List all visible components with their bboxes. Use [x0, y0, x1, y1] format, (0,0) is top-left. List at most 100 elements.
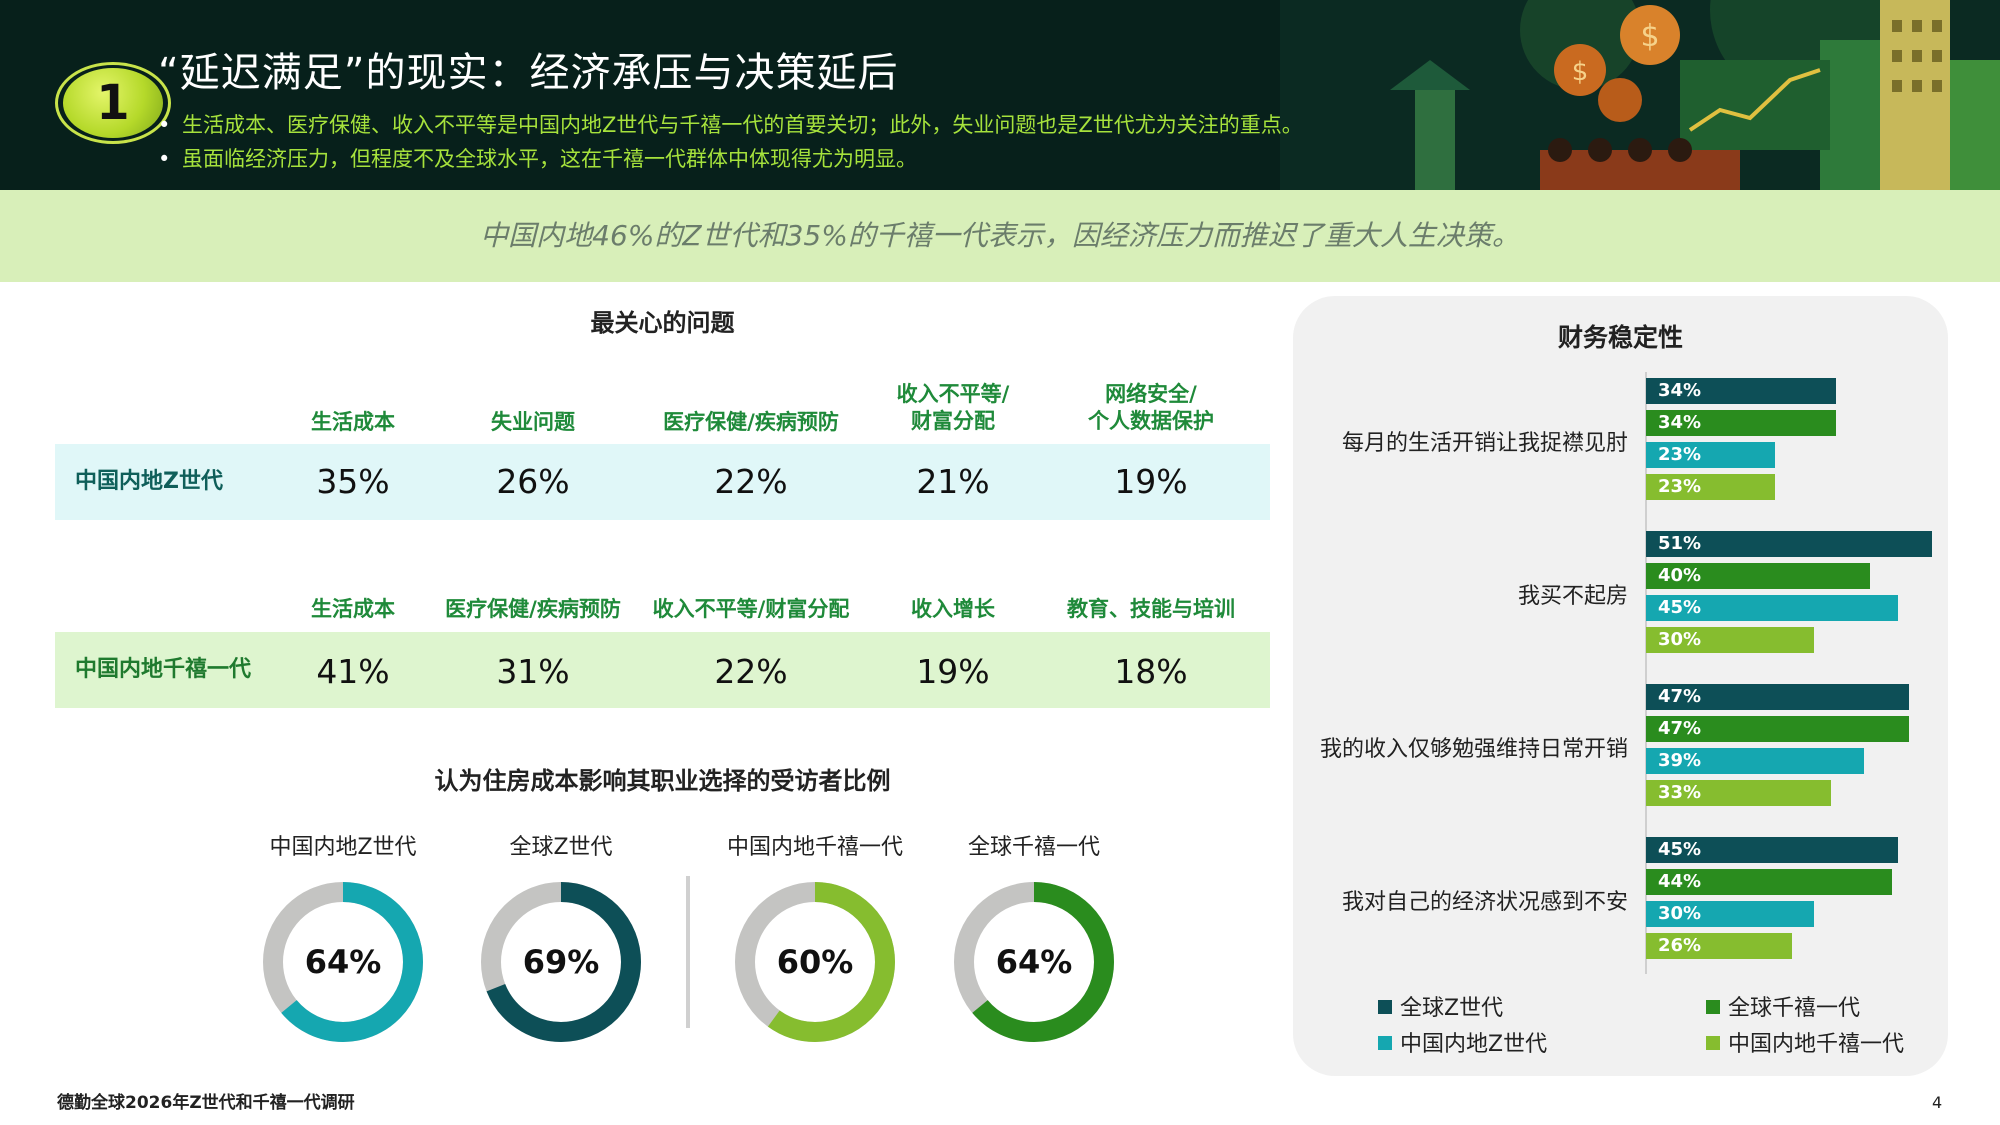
- genz-value: 22%: [714, 462, 788, 501]
- donut-divider: [686, 876, 690, 1028]
- header-line: 网络安全/: [1105, 382, 1197, 406]
- donut-value: 60%: [776, 943, 854, 981]
- millennial-row: [55, 632, 1270, 708]
- bar-value-label: 23%: [1658, 444, 1702, 465]
- millennial-value: 19%: [916, 652, 990, 691]
- legend-label: 全球千禧一代: [1728, 996, 1861, 1021]
- bar: 34%: [1646, 378, 1836, 404]
- bar: 47%: [1646, 684, 1909, 710]
- genz-value: 26%: [496, 462, 570, 501]
- bar: 26%: [1646, 933, 1792, 959]
- bar: 51%: [1646, 531, 1932, 557]
- legend-swatch: [1378, 1036, 1392, 1050]
- bar-value-label: 47%: [1658, 686, 1702, 707]
- millennial-row-label: 中国内地千禧一代: [75, 657, 252, 682]
- concerns-title: 最关心的问题: [590, 309, 735, 337]
- bar: 45%: [1646, 595, 1898, 621]
- section-number-badge: 1: [55, 62, 171, 144]
- donut-slice: [954, 882, 1114, 1042]
- housing-title: 认为住房成本影响其职业选择的受访者比例: [434, 767, 891, 795]
- legend-label: 中国内地千禧一代: [1728, 1032, 1905, 1057]
- bar-value-label: 47%: [1658, 718, 1702, 739]
- legend-swatch: [1706, 1036, 1720, 1050]
- genz-value: 35%: [316, 462, 390, 501]
- genz-col-header: 网络安全/个人数据保护: [1031, 381, 1271, 435]
- bullet-item: • 虽面临经济压力，但程度不及全球水平，这在千禧一代群体中体现得尤为明显。: [158, 142, 1303, 176]
- bar-value-label: 34%: [1658, 380, 1702, 401]
- donut-ring: [481, 882, 641, 1042]
- badge-ball: [63, 68, 163, 138]
- genz-col-header: 生活成本: [311, 410, 395, 434]
- bar: 23%: [1646, 474, 1775, 500]
- millennial-value: 41%: [316, 652, 390, 691]
- donut-value: 64%: [304, 943, 382, 981]
- genz-row: [55, 444, 1270, 520]
- footer-source: 德勤全球2026年Z世代和千禧一代调研: [57, 1093, 355, 1113]
- legend-label: 全球Z世代: [1400, 996, 1504, 1021]
- genz-col-header: 收入不平等/财富分配: [833, 381, 1073, 435]
- legend-item: 中国内地千禧一代: [1706, 1026, 1904, 1058]
- donut-ring: [263, 882, 423, 1042]
- millennial-col-header: 医疗保健/疾病预防: [445, 597, 621, 621]
- millennial-col-header: 生活成本: [311, 597, 395, 621]
- bar-value-label: 51%: [1658, 533, 1702, 554]
- bar: 30%: [1646, 627, 1814, 653]
- header-line: 个人数据保护: [1088, 409, 1214, 433]
- legend-swatch: [1378, 1000, 1392, 1014]
- donut-ring: [954, 882, 1114, 1042]
- donut-label: 全球千禧一代: [967, 835, 1100, 860]
- bullet-dot: •: [158, 147, 171, 171]
- millennial-col-header: 教育、技能与培训: [1067, 597, 1235, 621]
- bar: 34%: [1646, 410, 1836, 436]
- donut-value: 69%: [522, 943, 600, 981]
- header-band: $ $ 1 “延迟满足”的现实：经济承压与决策延后 • 生活成本、医疗保健、收入不…: [0, 0, 2000, 190]
- legend-item: 全球Z世代: [1378, 990, 1503, 1022]
- page-number: 4: [1932, 1093, 1943, 1112]
- millennial-col-header: 收入不平等/财富分配: [652, 597, 850, 621]
- bar-category-label: 每月的生活开销让我捉襟见肘: [1341, 431, 1628, 456]
- legend-swatch: [1706, 1000, 1720, 1014]
- key-finding-banner: 中国内地46%的Z世代和35%的千禧一代表示，因经济压力而推迟了重大人生决策。: [0, 190, 2000, 282]
- bar-category-label: 我买不起房: [1517, 584, 1628, 609]
- bar: 33%: [1646, 780, 1831, 806]
- svg-text:$: $: [1640, 19, 1659, 54]
- bar-value-label: 33%: [1658, 782, 1702, 803]
- bar-axis-line: [1645, 372, 1647, 974]
- bar-value-label: 40%: [1658, 565, 1702, 586]
- legend-item: 全球千禧一代: [1706, 990, 1860, 1022]
- header-line: 财富分配: [911, 409, 995, 433]
- bar-value-label: 23%: [1658, 476, 1702, 497]
- bullet-text: 生活成本、医疗保健、收入不平等是中国内地Z世代与千禧一代的首要关切；此外，失业问…: [182, 113, 1303, 137]
- section-number: 1: [96, 75, 130, 131]
- donut-label: 中国内地Z世代: [269, 835, 417, 860]
- key-finding-text: 中国内地46%的Z世代和35%的千禧一代表示，因经济压力而推迟了重大人生决策。: [480, 219, 1520, 252]
- genz-value: 19%: [1114, 462, 1188, 501]
- bullet-text: 虽面临经济压力，但程度不及全球水平，这在千禧一代群体中体现得尤为明显。: [182, 147, 917, 171]
- economy-illustration: $ $: [1280, 0, 2000, 190]
- bar-value-label: 34%: [1658, 412, 1702, 433]
- bar-value-label: 44%: [1658, 871, 1702, 892]
- legend-label: 中国内地Z世代: [1400, 1032, 1548, 1057]
- donut-ring: [735, 882, 895, 1042]
- bar-value-label: 30%: [1658, 629, 1702, 650]
- bar: 40%: [1646, 563, 1870, 589]
- legend-item: 中国内地Z世代: [1378, 1026, 1547, 1058]
- millennial-col-header: 收入增长: [911, 597, 995, 621]
- bar-value-label: 26%: [1658, 935, 1702, 956]
- header-line: 收入不平等/: [896, 382, 1010, 406]
- genz-col-header: 失业问题: [491, 410, 575, 434]
- millennial-value: 18%: [1114, 652, 1188, 691]
- bar-value-label: 30%: [1658, 903, 1702, 924]
- donut-label: 中国内地千禧一代: [726, 835, 903, 860]
- bar: 44%: [1646, 869, 1892, 895]
- genz-col-header: 医疗保健/疾病预防: [663, 410, 839, 434]
- donut-slice: [263, 882, 423, 1042]
- bar-category-label: 我的收入仅够勉强维持日常开销: [1319, 737, 1628, 762]
- svg-text:$: $: [1572, 57, 1589, 87]
- bar: 39%: [1646, 748, 1864, 774]
- bullet-item: • 生活成本、医疗保健、收入不平等是中国内地Z世代与千禧一代的首要关切；此外，失业…: [158, 108, 1303, 142]
- donut-value: 64%: [995, 943, 1073, 981]
- millennial-value: 31%: [496, 652, 570, 691]
- bar-value-label: 39%: [1658, 750, 1702, 771]
- badge-ring: [55, 62, 171, 144]
